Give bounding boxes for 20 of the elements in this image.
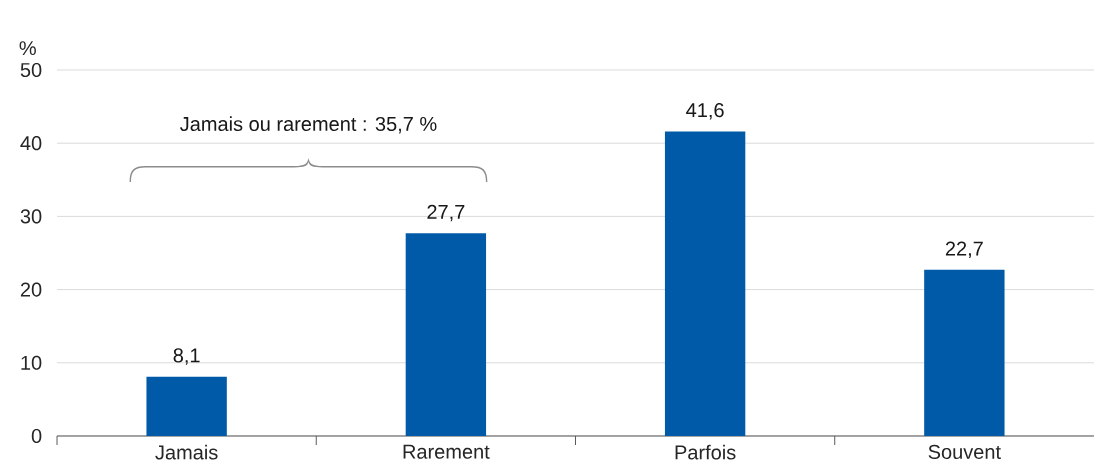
bar bbox=[405, 233, 487, 436]
x-tick-label: Rarement bbox=[403, 444, 490, 459]
x-tick-label: Jamais bbox=[155, 444, 218, 460]
bar bbox=[924, 269, 1005, 436]
bar bbox=[664, 131, 746, 436]
y-axis-title: % bbox=[19, 41, 36, 56]
data-label: 41,6 bbox=[686, 103, 724, 120]
data-label: 27,7 bbox=[427, 204, 465, 222]
y-tick-label: 50 bbox=[20, 62, 42, 78]
y-tick-label: 10 bbox=[21, 355, 42, 370]
x-tick-label: Souvent bbox=[928, 444, 1001, 459]
x-tick-label: Parfois bbox=[675, 444, 736, 460]
data-label: 22,7 bbox=[945, 241, 983, 258]
y-tick-label: 40 bbox=[20, 136, 42, 151]
bar bbox=[146, 376, 227, 436]
y-tick-label: 30 bbox=[20, 209, 42, 224]
y-tick-label: 20 bbox=[20, 282, 42, 297]
y-tick-label: 0 bbox=[31, 428, 42, 444]
data-label: 8,1 bbox=[173, 348, 200, 365]
annotation: Jamais ou rarement : 35,7 % bbox=[180, 116, 437, 134]
